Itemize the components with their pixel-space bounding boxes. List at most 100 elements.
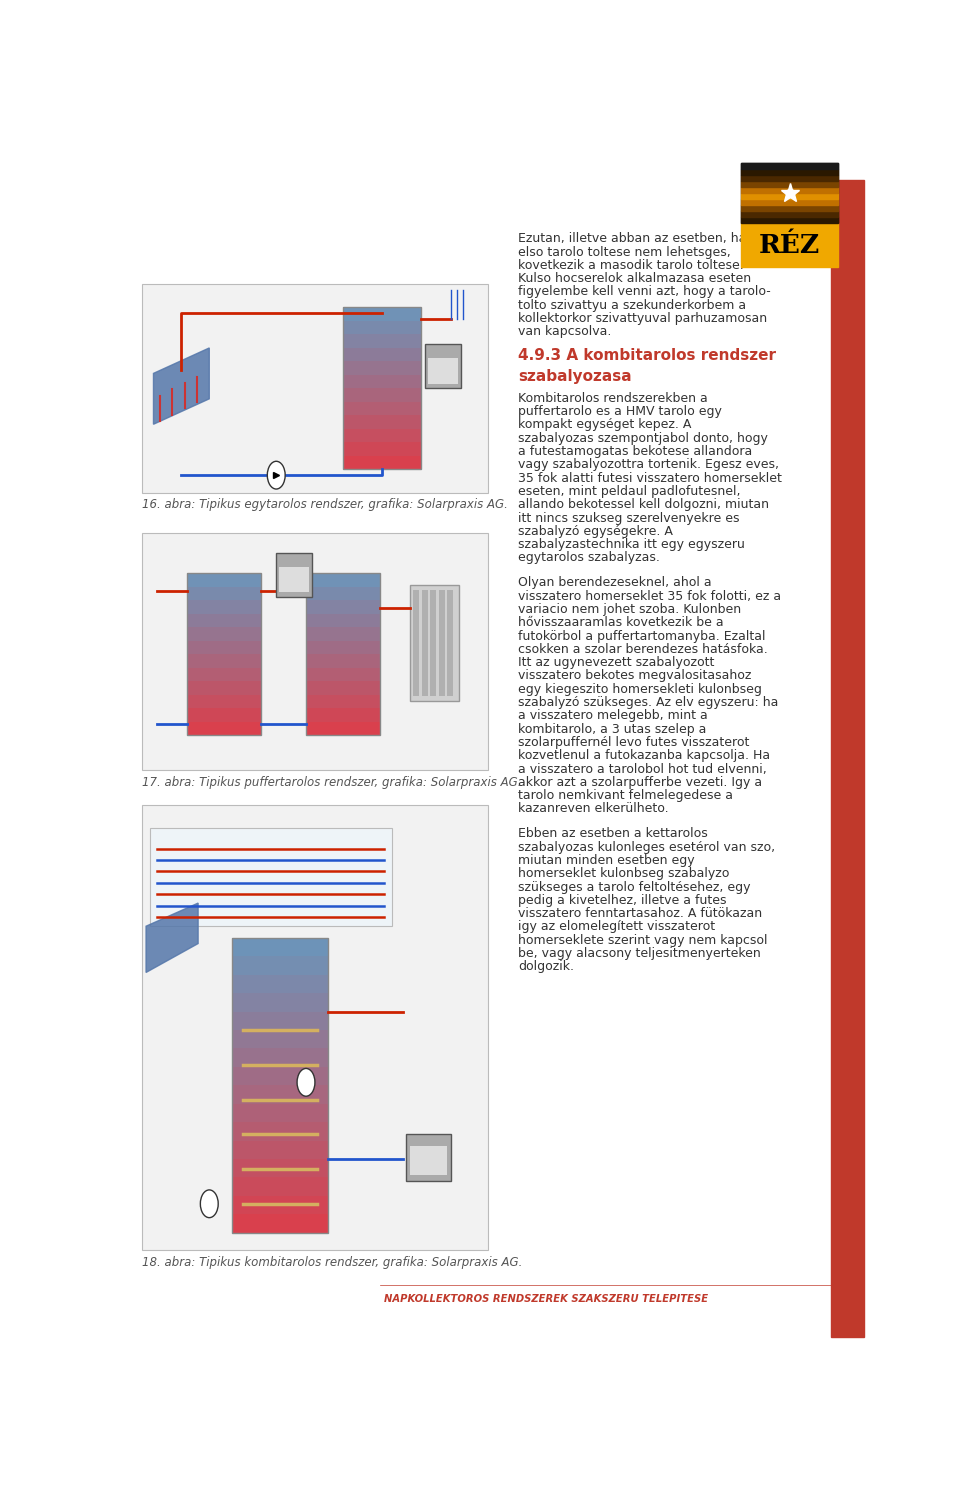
Bar	[306, 709, 380, 722]
Bar	[344, 430, 421, 443]
Text: 4.9.3 A kombitarolos rendszer: 4.9.3 A kombitarolos rendszer	[518, 348, 776, 363]
Bar	[410, 1146, 447, 1175]
Text: visszatero bekotes megvalositasahoz: visszatero bekotes megvalositasahoz	[518, 670, 752, 682]
Text: szabalyzastechnika itt egy egyszeru: szabalyzastechnika itt egy egyszeru	[518, 538, 745, 551]
Bar	[231, 1214, 328, 1233]
Bar	[231, 1048, 328, 1066]
Bar	[306, 695, 380, 709]
Text: tarolo nemkivant felmelegedese a: tarolo nemkivant felmelegedese a	[518, 789, 733, 802]
Text: szabalyozas szempontjabol donto, hogy: szabalyozas szempontjabol donto, hogy	[518, 431, 768, 445]
Polygon shape	[154, 348, 209, 424]
Bar	[306, 587, 380, 601]
Bar	[439, 590, 444, 695]
Text: allando bekotessel kell dolgozni, miutan: allando bekotessel kell dolgozni, miutan	[518, 499, 769, 511]
Text: a visszatero a tarolobol hot tud elvenni,: a visszatero a tarolobol hot tud elvenni…	[518, 763, 767, 775]
Bar	[306, 682, 380, 695]
Bar	[306, 574, 380, 587]
Text: akkor azt a szolarpufferbe vezeti. Igy a: akkor azt a szolarpufferbe vezeti. Igy a	[518, 777, 762, 789]
Bar	[231, 1086, 328, 1104]
Bar	[187, 628, 261, 641]
Bar	[231, 993, 328, 1011]
Bar	[306, 668, 380, 682]
Bar	[344, 321, 421, 335]
Bar	[231, 1196, 328, 1214]
Bar	[187, 668, 261, 682]
Text: kazanreven elkerülheto.: kazanreven elkerülheto.	[518, 802, 669, 816]
Text: 35 fok alatti futesi visszatero homerseklet: 35 fok alatti futesi visszatero homersek…	[518, 472, 781, 485]
Text: szabalyozasa: szabalyozasa	[518, 369, 632, 383]
Bar	[425, 344, 461, 389]
Bar	[187, 574, 261, 587]
Text: 17. abra: Tipikus puffertarolos rendszer, grafika: Solarpraxis AG.: 17. abra: Tipikus puffertarolos rendszer…	[142, 777, 522, 789]
Bar	[231, 957, 328, 975]
Bar	[344, 362, 421, 376]
Text: szabalyozas kulonleges esetérol van szo,: szabalyozas kulonleges esetérol van szo,	[518, 841, 775, 853]
Text: eseten, mint peldaul padlofutesnel,: eseten, mint peldaul padlofutesnel,	[518, 485, 740, 499]
Text: igy az elomelegített visszaterot: igy az elomelegített visszaterot	[518, 921, 715, 933]
Text: RÉZ: RÉZ	[759, 233, 820, 258]
Text: Itt az ugynevezett szabalyozott: Itt az ugynevezett szabalyozott	[518, 656, 714, 670]
Bar	[231, 1030, 328, 1048]
Bar	[344, 308, 421, 469]
Bar	[430, 590, 436, 695]
Bar	[187, 709, 261, 722]
Text: dolgozik.: dolgozik.	[518, 960, 574, 973]
Text: hővisszaaramlas kovetkezik be a: hővisszaaramlas kovetkezik be a	[518, 616, 724, 629]
Bar	[187, 574, 261, 736]
Text: futokörbol a puffertartomanyba. Ezaltal: futokörbol a puffertartomanyba. Ezaltal	[518, 629, 765, 643]
Text: homerseklet kulonbseg szabalyzo: homerseklet kulonbseg szabalyzo	[518, 867, 730, 880]
Text: Kombitarolos rendszerekben a: Kombitarolos rendszerekben a	[518, 392, 708, 406]
Bar	[187, 695, 261, 709]
Bar	[231, 975, 328, 993]
Text: elso tarolo toltese nem lehetsges,: elso tarolo toltese nem lehetsges,	[518, 246, 731, 258]
Text: kombitarolo, a 3 utas szelep a: kombitarolo, a 3 utas szelep a	[518, 722, 707, 736]
Text: szolarpuffernél levo futes visszaterot: szolarpuffernél levo futes visszaterot	[518, 736, 750, 749]
Bar	[150, 828, 392, 927]
Bar	[231, 1122, 328, 1140]
Bar	[142, 805, 489, 1250]
Bar	[344, 335, 421, 348]
Bar	[231, 1140, 328, 1160]
Text: itt nincs szukseg szerelvenyekre es: itt nincs szukseg szerelvenyekre es	[518, 512, 739, 524]
Text: csokken a szolar berendezes hatásfoka.: csokken a szolar berendezes hatásfoka.	[518, 643, 768, 656]
Bar	[231, 1066, 328, 1086]
Text: szükseges a tarolo feltoltésehez, egy: szükseges a tarolo feltoltésehez, egy	[518, 880, 751, 894]
Text: szabalyzó egységekre. A: szabalyzó egységekre. A	[518, 524, 673, 538]
Bar	[406, 1134, 451, 1181]
Bar	[231, 1011, 328, 1030]
Text: homerseklete szerint vagy nem kapcsol: homerseklete szerint vagy nem kapcsol	[518, 934, 768, 946]
Text: 18. abra: Tipikus kombitarolos rendszer, grafika: Solarpraxis AG.: 18. abra: Tipikus kombitarolos rendszer,…	[142, 1256, 522, 1269]
Bar	[306, 628, 380, 641]
Text: 16. abra: Tipikus egytarolos rendszer, grafika: Solarpraxis AG.: 16. abra: Tipikus egytarolos rendszer, g…	[142, 499, 508, 511]
Text: visszatero homerseklet 35 fok folotti, ez a: visszatero homerseklet 35 fok folotti, e…	[518, 590, 781, 602]
Bar	[306, 574, 380, 736]
Text: kovetkezik a masodik tarolo toltese.: kovetkezik a masodik tarolo toltese.	[518, 258, 744, 272]
Circle shape	[201, 1190, 218, 1218]
Text: kozvetlenul a futokazanba kapcsolja. Ha: kozvetlenul a futokazanba kapcsolja. Ha	[518, 749, 770, 762]
Text: Olyan berendezeseknel, ahol a: Olyan berendezeseknel, ahol a	[518, 577, 711, 589]
Text: a futestamogatas bekotese allandora: a futestamogatas bekotese allandora	[518, 445, 753, 458]
Bar	[344, 308, 421, 321]
Bar	[187, 614, 261, 628]
Text: figyelembe kell venni azt, hogy a tarolo-: figyelembe kell venni azt, hogy a tarolo…	[518, 285, 771, 299]
Text: pedig a kivetelhez, illetve a futes: pedig a kivetelhez, illetve a futes	[518, 894, 727, 907]
Bar	[344, 348, 421, 362]
Text: vagy szabalyozottra tortenik. Egesz eves,: vagy szabalyozottra tortenik. Egesz eves…	[518, 458, 780, 472]
Circle shape	[297, 1068, 315, 1096]
Bar	[276, 553, 312, 596]
Text: van kapcsolva.: van kapcsolva.	[518, 326, 612, 338]
Text: szabalyzó szükseges. Az elv egyszeru: ha: szabalyzó szükseges. Az elv egyszeru: ha	[518, 695, 779, 709]
Bar	[741, 200, 838, 206]
Bar	[187, 641, 261, 655]
Text: miutan minden esetben egy: miutan minden esetben egy	[518, 855, 695, 867]
Text: kollektorkor szivattyuval parhuzamosan: kollektorkor szivattyuval parhuzamosan	[518, 312, 767, 324]
Bar	[344, 443, 421, 457]
Bar	[413, 590, 420, 695]
Bar	[741, 162, 838, 224]
Text: kompakt egységet kepez. A: kompakt egységet kepez. A	[518, 419, 691, 431]
Text: 17: 17	[835, 1292, 852, 1305]
Text: egy kiegeszito homersekleti kulonbseg: egy kiegeszito homersekleti kulonbseg	[518, 683, 762, 695]
Bar	[741, 162, 838, 168]
Text: be, vagy alacsony teljesitmenyerteken: be, vagy alacsony teljesitmenyerteken	[518, 948, 760, 960]
Text: visszatero fenntartasahoz. A fütökazan: visszatero fenntartasahoz. A fütökazan	[518, 907, 762, 921]
